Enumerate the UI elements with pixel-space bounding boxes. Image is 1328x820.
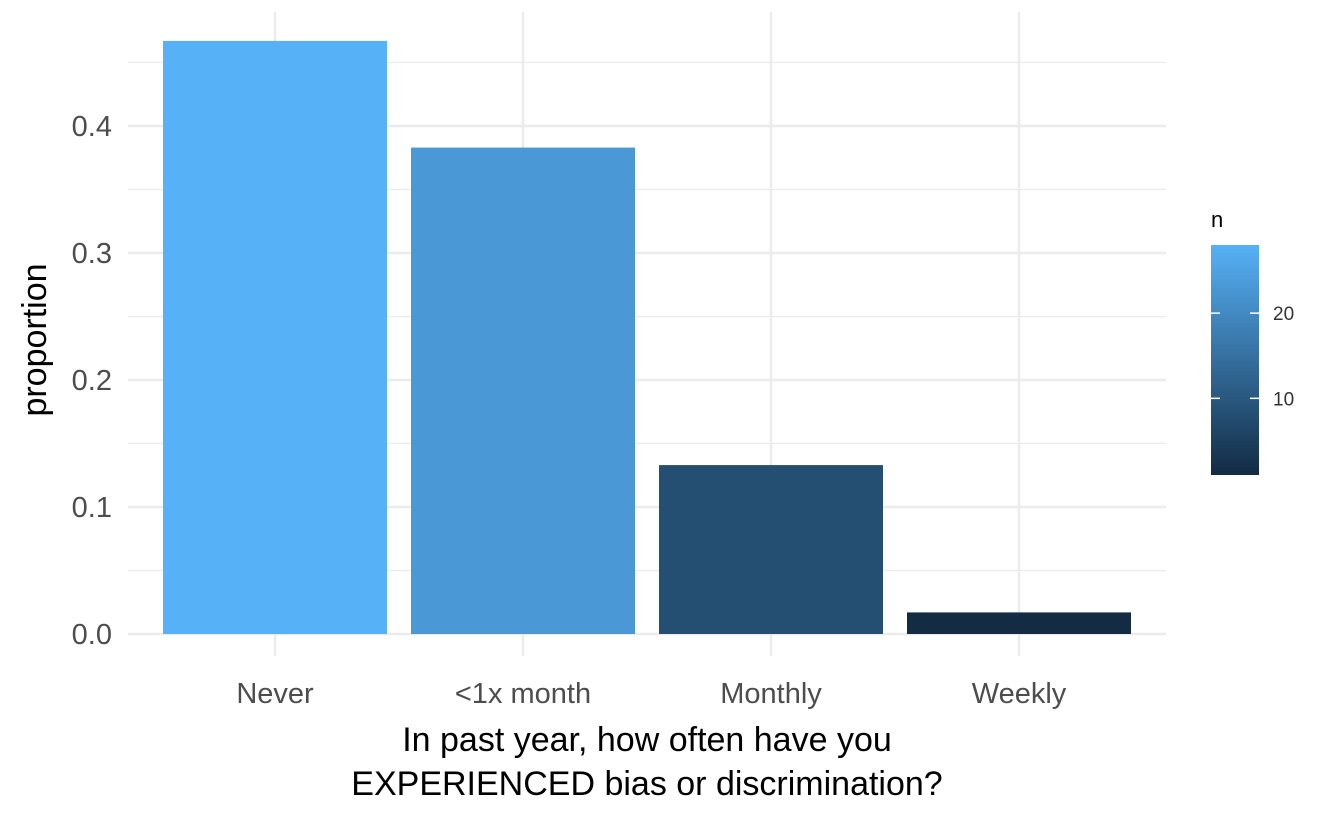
legend-ticks: 10 20 xyxy=(1211,304,1294,410)
x-axis-title-line-1: In past year, how often have you xyxy=(402,721,892,759)
y-tick-label: 0.2 xyxy=(72,365,112,397)
y-tick-label: 0.3 xyxy=(72,238,112,270)
legend-colorbar xyxy=(1211,245,1259,475)
x-tick-label: Weekly xyxy=(972,678,1067,710)
x-tick-label: Monthly xyxy=(720,678,822,710)
legend-title: n xyxy=(1211,207,1223,232)
bars xyxy=(163,40,1131,635)
x-tick-label: Never xyxy=(236,678,314,710)
y-axis-ticks: 0.0 0.1 0.2 0.3 0.4 xyxy=(72,111,112,651)
legend-tick-label: 10 xyxy=(1273,389,1294,410)
y-axis-title: proportion xyxy=(16,263,54,416)
legend-tick-label: 20 xyxy=(1273,304,1294,325)
bar-1x-month xyxy=(411,147,635,634)
y-tick-label: 0.4 xyxy=(72,111,112,143)
x-tick-label: <1x month xyxy=(455,678,591,710)
legend: n 10 20 xyxy=(1211,207,1294,475)
bar-weekly xyxy=(907,612,1131,634)
y-tick-label: 0.1 xyxy=(72,492,112,524)
bar-monthly xyxy=(659,465,883,634)
bar-never xyxy=(163,40,387,635)
x-axis-ticks: Never <1x month Monthly Weekly xyxy=(236,678,1066,710)
y-tick-label: 0.0 xyxy=(72,619,112,651)
x-axis-title-line-2: EXPERIENCED bias or discrimination? xyxy=(351,765,942,803)
